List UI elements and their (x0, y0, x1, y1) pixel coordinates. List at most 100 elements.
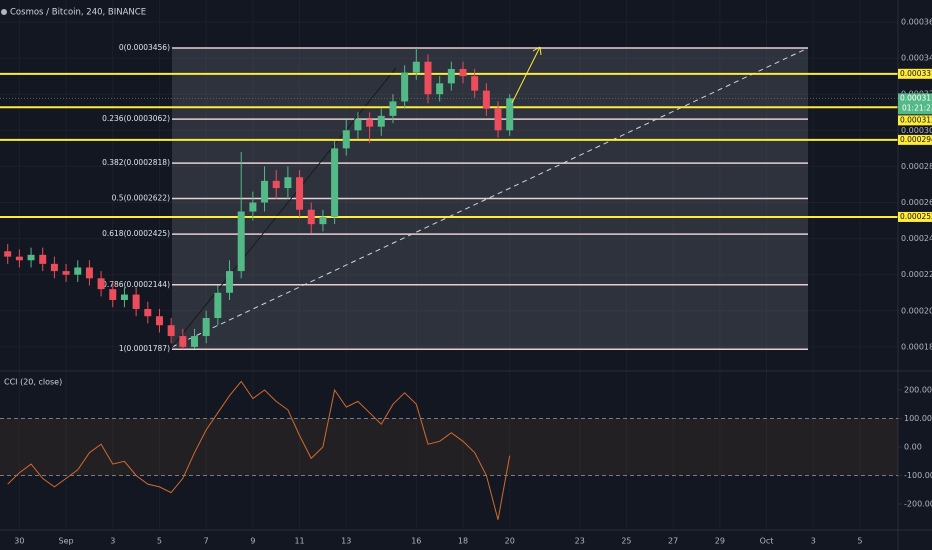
x-tick-label: 30 (14, 537, 24, 546)
chart-title: Cosmos / Bitcoin, 240, BINANCE (10, 8, 146, 18)
candle-body (272, 180, 280, 189)
cci-tick-label: -100.00 (904, 471, 932, 480)
price-badge-label: 0.0003128 (900, 115, 932, 124)
cci-tick-label: -200.00 (904, 500, 932, 509)
cci-tick-label: 100.00 (904, 414, 932, 423)
trend-line (171, 47, 809, 348)
cci-tick-label: 200.00 (904, 385, 932, 394)
fib-trend (171, 67, 397, 348)
candle-body (62, 271, 70, 275)
fib-label: 0.5(0.0002622) (112, 194, 170, 203)
y-tick-label: 0.0002800 (901, 162, 932, 171)
fib-label: 0.618(0.0002425) (102, 229, 170, 238)
axes: 30 Sep 3 5 7 9 11 13 16 18 20 23 25 27 29 Oct 3 5 0.00036 0… (14, 18, 932, 546)
fibonacci: 0(0.0003456) 0.236(0.0003062) 0.382(0.0002… (102, 43, 808, 353)
y-tick-label: 0.0002600 (901, 198, 932, 207)
candle-body (144, 308, 152, 317)
candle-body (190, 336, 198, 347)
indicator-title: CCI (20, close) (4, 378, 62, 387)
x-tick-label: 18 (458, 537, 468, 546)
candle-body (214, 292, 222, 319)
candle-body (389, 101, 397, 116)
x-tick-label: 3 (110, 537, 115, 546)
cci-pane (0, 380, 902, 520)
candles (4, 48, 514, 350)
x-tick-label: 29 (715, 537, 725, 546)
x-tick-label: 16 (411, 537, 421, 546)
candle-body (412, 61, 420, 73)
x-tick-label: 3 (811, 537, 816, 546)
symbol-icon (1, 9, 7, 15)
y-tick-label: 0.0002400 (901, 234, 932, 243)
candle-body (377, 115, 385, 127)
candle-body (249, 202, 257, 212)
price-badge (898, 68, 932, 79)
candle-body (436, 83, 444, 95)
candle-body (424, 61, 432, 95)
y-tick-label: 0.0003000 (901, 126, 932, 135)
candle-body (459, 68, 467, 77)
fib-label: 0(0.0003456) (119, 43, 170, 52)
candle-body (284, 177, 292, 189)
candle-body (261, 180, 269, 203)
candle-body (15, 256, 23, 261)
projection-arrow (511, 46, 541, 104)
candle-body (471, 76, 479, 91)
candle-body (4, 251, 12, 257)
candle-body (50, 263, 58, 272)
candle-body (202, 318, 210, 337)
x-tick-label: Sep (59, 537, 74, 546)
x-tick-label: 13 (341, 537, 351, 546)
y-tick-label: 0.0001800 (901, 342, 932, 351)
candle-body (179, 336, 187, 347)
cci-band (0, 418, 898, 476)
y-tick-label: 0.0002000 (901, 306, 932, 315)
candle-body (226, 271, 234, 293)
candle-body (85, 267, 93, 279)
candle-body (74, 267, 82, 275)
cci-line (7, 380, 511, 520)
fib-label: 0.236(0.0003062) (102, 114, 170, 123)
candle-body (342, 130, 350, 149)
fib-label: 1(0.0001787) (119, 344, 170, 353)
candle-body (331, 148, 339, 217)
y-tick-label: 0.0002200 (901, 270, 932, 279)
x-tick-label: 5 (157, 537, 162, 546)
price-badge-label: 0.0003177 (900, 93, 932, 102)
price-badge (898, 134, 932, 145)
x-tick-label: 27 (668, 537, 678, 546)
price-badge-label: 0.0003313 (900, 69, 932, 78)
candle-body (237, 211, 245, 272)
candle-body (401, 72, 409, 102)
grid (0, 0, 898, 530)
candle-body (155, 316, 163, 326)
candle-body (39, 254, 47, 264)
candle-body (366, 119, 374, 127)
price-badge-label: 0.0002947 (900, 135, 932, 144)
candle-body (307, 209, 315, 225)
cci-tick-label: 0.00 (904, 443, 922, 452)
fib-label: 0.382(0.0002818) (102, 158, 170, 167)
x-tick-label: 25 (621, 537, 631, 546)
price-badge (898, 93, 932, 115)
y-tick-label: 0.0003400 (901, 54, 932, 63)
x-tick-label: 5 (857, 537, 862, 546)
x-tick-label: 7 (204, 537, 209, 546)
candle-body (506, 98, 514, 131)
countdown: 01:21:23 (902, 103, 932, 112)
x-tick-label: 23 (575, 537, 585, 546)
candle-body (167, 325, 175, 337)
candle-body (132, 294, 140, 309)
x-tick-label: Oct (760, 537, 774, 546)
x-tick-label: 11 (294, 537, 304, 546)
price-badge (898, 211, 932, 222)
candle-body (296, 177, 304, 210)
y-tick-label: 0.0003600 (901, 18, 932, 27)
candle-body (482, 90, 490, 109)
x-tick-label: 20 (505, 537, 515, 546)
candle-body (354, 119, 362, 131)
candle-body (109, 289, 117, 300)
fib-label: 0.786(0.0002144) (102, 280, 170, 289)
